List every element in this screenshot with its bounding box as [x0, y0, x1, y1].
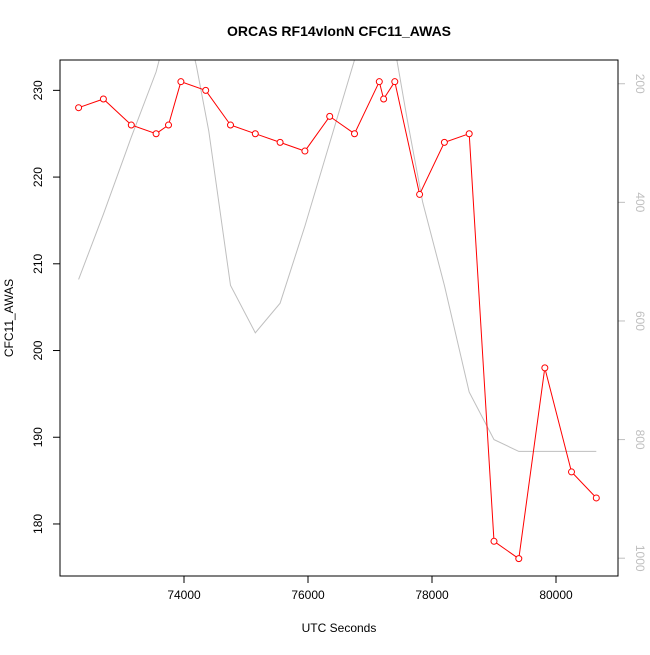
data-point [152, 130, 160, 138]
series-layer [75, 60, 600, 563]
x-tick-label: 78000 [415, 588, 449, 602]
data-point [276, 138, 284, 146]
data-point [351, 130, 358, 138]
x-tick-label: 76000 [291, 588, 325, 602]
y-tick-label: 230 [31, 80, 45, 100]
data-point [568, 468, 575, 476]
chart-title: ORCAS RF14vlonN CFC11_AWAS [227, 23, 451, 39]
data-point [75, 104, 83, 112]
data-point [127, 121, 135, 129]
data-point [541, 364, 549, 372]
y2-tick-label: 400 [633, 192, 647, 212]
x-tick-label: 74000 [167, 588, 201, 602]
data-point [99, 95, 107, 103]
data-point [440, 138, 448, 146]
data-point [227, 121, 234, 129]
data-point [202, 86, 210, 94]
secondary-series-line [78, 60, 597, 452]
y2-tick-label: 800 [633, 430, 647, 450]
y-tick-label: 210 [31, 253, 45, 273]
data-point [592, 494, 600, 502]
data-point [391, 78, 399, 86]
y-tick-label: 220 [31, 167, 45, 187]
data-point [301, 147, 309, 155]
data-point [177, 78, 185, 86]
data-point [416, 190, 424, 198]
data-point [375, 78, 383, 86]
y-tick-label: 180 [31, 514, 45, 534]
data-point [380, 95, 388, 103]
y2-tick-label: 600 [633, 311, 647, 331]
y2-tick-label: 1000 [633, 545, 647, 572]
data-point [326, 112, 334, 120]
y-tick-label: 190 [31, 427, 45, 447]
y2-tick-label: 200 [633, 74, 647, 94]
plot-frame [59, 59, 619, 577]
data-point [490, 537, 498, 545]
data-point [465, 130, 473, 138]
primary-series-line [78, 80, 597, 560]
y-tick-label: 200 [31, 340, 45, 360]
data-point [165, 121, 172, 129]
axes: 74000 76000 78000 80000 180 190 200 210 220 230 20… [31, 74, 647, 602]
x-axis-label: UTC Seconds [302, 621, 377, 635]
x-tick-label: 80000 [539, 588, 573, 602]
y-axis-label: CFC11_AWAS [2, 279, 16, 357]
data-point [515, 555, 523, 563]
data-point [251, 130, 259, 138]
